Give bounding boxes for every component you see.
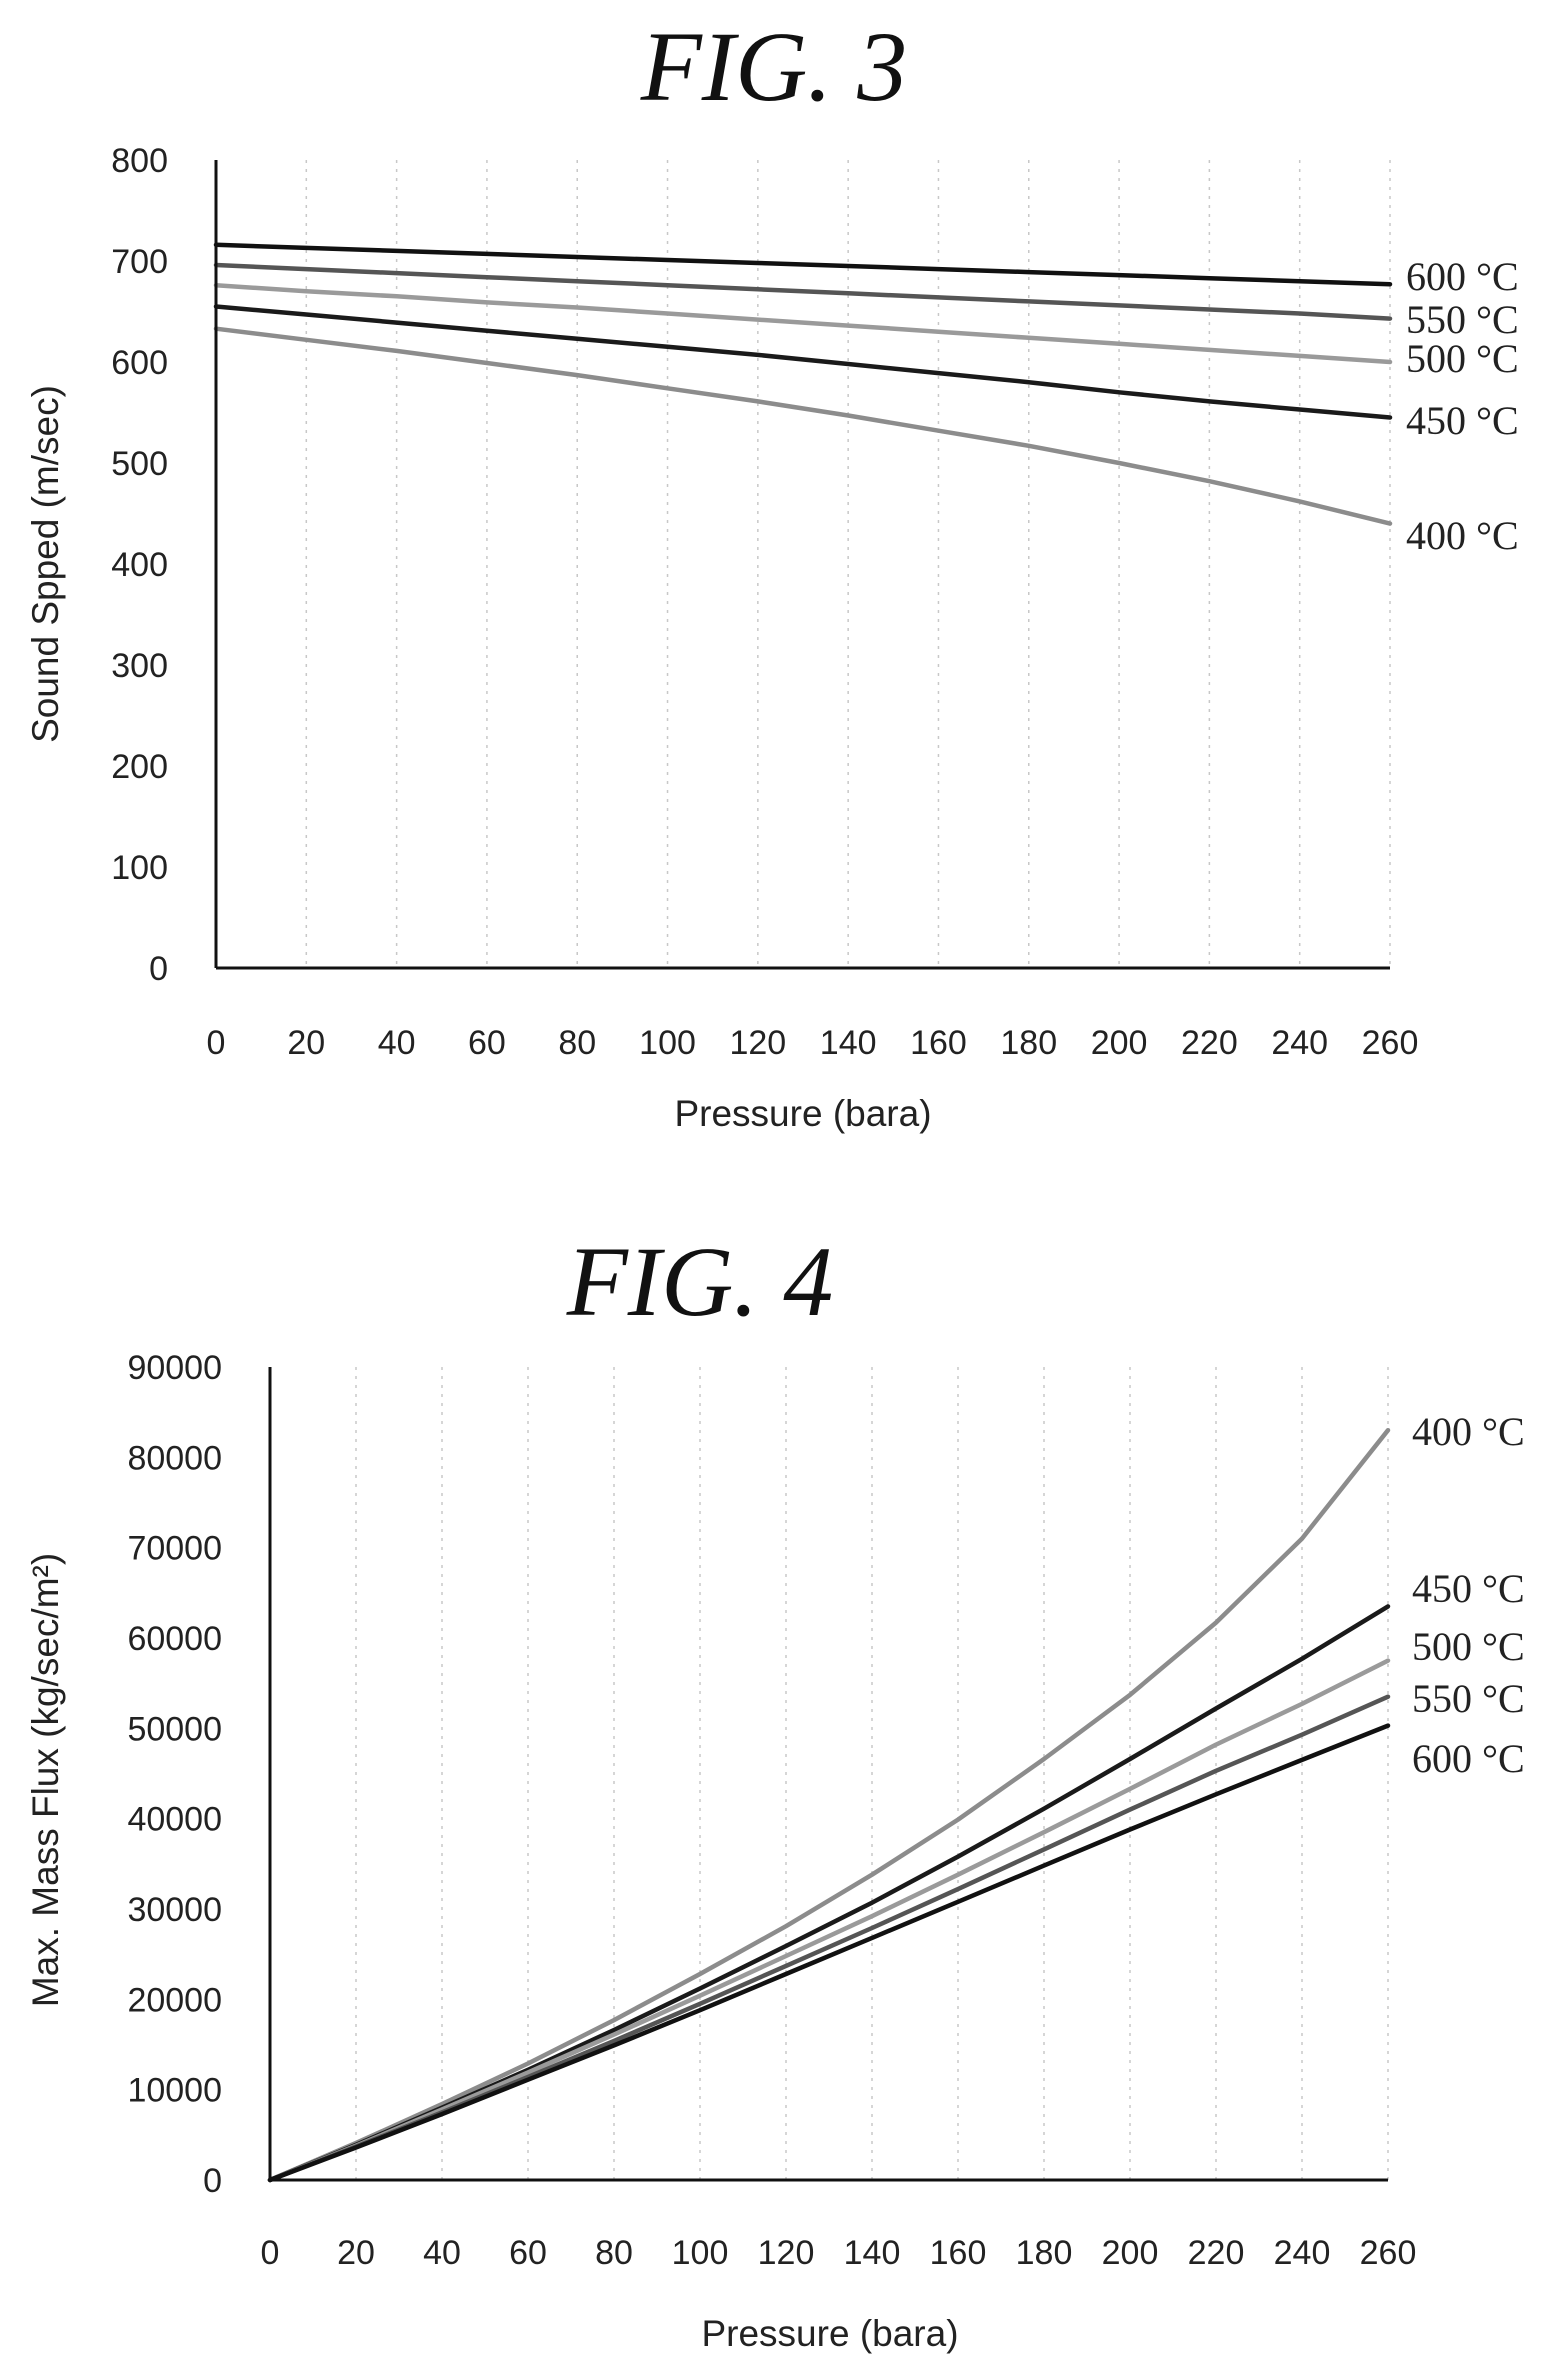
- fig4-y-tick-label: 90000: [127, 1349, 222, 1387]
- fig3-x-tick-labels: 0 20 40 60 80 100 120 140 160 180 200 220 240 260: [207, 1024, 1419, 1062]
- fig3-chart: FIG. 3 0 20 40 60 80 100 120 140 160 180 200 220 240…: [25, 11, 1519, 1134]
- fig3-y-tick-label: 300: [111, 647, 168, 685]
- fig3-y-tick-label: 400: [111, 546, 168, 584]
- fig3-x-tick-label: 0: [207, 1024, 226, 1062]
- fig4-series-label: 400 °C: [1412, 1409, 1525, 1454]
- fig4-x-tick-label: 240: [1274, 2234, 1331, 2272]
- fig4-y-tick-label: 60000: [127, 1620, 222, 1658]
- fig4-x-tick-label: 160: [930, 2234, 987, 2272]
- fig3-y-tick-label: 0: [149, 950, 168, 988]
- fig4-y-tick-label: 80000: [127, 1439, 222, 1477]
- fig3-series-label: 450 °C: [1406, 398, 1519, 443]
- fig4-x-tick-label: 100: [672, 2234, 729, 2272]
- fig4-x-tick-label: 80: [595, 2234, 633, 2272]
- fig3-x-tick-label: 40: [378, 1024, 416, 1062]
- fig4-y-axis-label: Max. Mass Flux (kg/sec/m²): [25, 1553, 66, 2007]
- fig3-title: FIG. 3: [640, 11, 908, 122]
- fig3-series-line: [213, 282, 1393, 365]
- fig3-gridlines: [305, 160, 1391, 968]
- fig4-x-tick-labels: 0 20 40 60 80 100 120 140 160 180 200 220 240 260: [261, 2234, 1417, 2272]
- fig4-x-tick-label: 0: [261, 2234, 280, 2272]
- fig3-series-label: 400 °C: [1406, 513, 1519, 558]
- fig4-y-tick-label: 50000: [127, 1710, 222, 1748]
- fig4-series-line: [267, 1604, 1391, 2183]
- fig4-x-tick-label: 20: [337, 2234, 375, 2272]
- fig3-y-tick-label: 800: [111, 142, 168, 180]
- fig3-series-label: 550 °C: [1406, 297, 1519, 342]
- fig4-x-tick-label: 220: [1188, 2234, 1245, 2272]
- fig4-y-tick-label: 20000: [127, 1981, 222, 2019]
- fig3-x-tick-label: 100: [639, 1024, 696, 1062]
- fig4-chart: FIG. 4 0 20 40 60 80 100 120 140 160 180 200 220 240…: [25, 1226, 1525, 2354]
- fig4-x-tick-label: 200: [1102, 2234, 1159, 2272]
- fig4-series-labels: 400 °C 450 °C 500 °C 550 °C 600 °C: [1412, 1409, 1525, 1781]
- fig3-x-tick-label: 200: [1091, 1024, 1148, 1062]
- fig3-x-tick-label: 160: [910, 1024, 967, 1062]
- fig3-x-tick-label: 60: [468, 1024, 506, 1062]
- fig3-x-tick-label: 240: [1271, 1024, 1328, 1062]
- fig3-y-tick-label: 600: [111, 344, 168, 382]
- fig4-title: FIG. 4: [566, 1226, 834, 1337]
- fig3-series-line: [213, 242, 1393, 287]
- fig3-y-tick-label: 100: [111, 849, 168, 887]
- fig4-x-tick-label: 60: [509, 2234, 547, 2272]
- fig3-series-group: [213, 242, 1393, 526]
- fig4-x-tick-label: 120: [758, 2234, 815, 2272]
- fig4-x-axis-label: Pressure (bara): [701, 2313, 958, 2354]
- fig3-x-tick-label: 80: [558, 1024, 596, 1062]
- fig4-y-tick-label: 10000: [127, 2072, 222, 2110]
- fig4-series-label: 600 °C: [1412, 1736, 1525, 1781]
- fig4-x-tick-label: 180: [1016, 2234, 1073, 2272]
- fig3-series-label: 600 °C: [1406, 254, 1519, 299]
- fig4-series-line: [267, 1723, 1391, 2183]
- fig3-y-tick-label: 700: [111, 243, 168, 281]
- fig3-x-tick-label: 140: [820, 1024, 877, 1062]
- fig3-y-tick-label: 500: [111, 445, 168, 483]
- fig3-series-line: [213, 262, 1393, 321]
- fig4-y-tick-label: 70000: [127, 1530, 222, 1568]
- fig3-x-tick-label: 220: [1181, 1024, 1238, 1062]
- fig4-y-tick-label: 40000: [127, 1801, 222, 1839]
- fig3-series-label: 500 °C: [1406, 336, 1519, 381]
- fig4-series-line: [267, 1658, 1391, 2183]
- fig4-gridlines: [355, 1367, 1389, 2180]
- fig3-x-tick-label: 20: [287, 1024, 325, 1062]
- fig4-series-label: 550 °C: [1412, 1676, 1525, 1721]
- fig4-y-tick-labels: 0 10000 20000 30000 40000 50000 60000 70000 8000…: [127, 1349, 222, 2200]
- fig4-x-tick-label: 260: [1360, 2234, 1417, 2272]
- fig4-series-line: [267, 1427, 1391, 2183]
- fig4-y-tick-label: 0: [203, 2162, 222, 2200]
- fig3-x-tick-label: 120: [729, 1024, 786, 1062]
- fig3-x-axis-label: Pressure (bara): [674, 1093, 931, 1134]
- fig4-y-tick-label: 30000: [127, 1891, 222, 1929]
- fig4-series-label: 450 °C: [1412, 1566, 1525, 1611]
- fig3-x-tick-label: 260: [1362, 1024, 1419, 1062]
- fig4-x-tick-label: 140: [844, 2234, 901, 2272]
- fig4-series-label: 500 °C: [1412, 1624, 1525, 1669]
- fig3-series-line: [213, 326, 1393, 526]
- fig4-x-tick-label: 40: [423, 2234, 461, 2272]
- fig3-series-line: [213, 304, 1393, 420]
- fig3-y-tick-label: 200: [111, 748, 168, 786]
- fig3-y-tick-labels: 0 100 200 300 400 500 600 700 800: [111, 142, 168, 988]
- fig3-x-tick-label: 180: [1000, 1024, 1057, 1062]
- fig3-y-axis-label: Sound Spped (m/sec): [25, 385, 66, 743]
- fig4-series-group: [267, 1427, 1391, 2183]
